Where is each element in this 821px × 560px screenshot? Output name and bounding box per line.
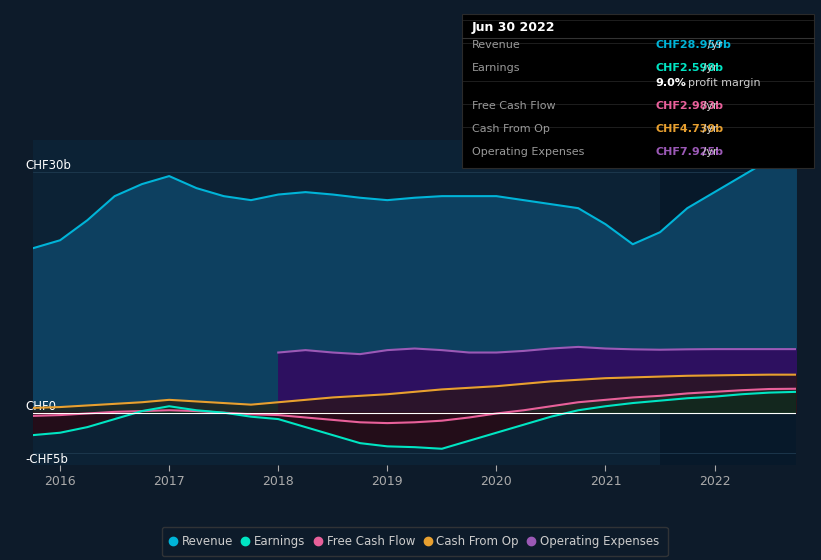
Legend: Revenue, Earnings, Free Cash Flow, Cash From Op, Operating Expenses: Revenue, Earnings, Free Cash Flow, Cash … xyxy=(162,527,667,556)
Text: /yr: /yr xyxy=(699,63,718,73)
Text: Jun 30 2022: Jun 30 2022 xyxy=(472,21,556,34)
Text: Earnings: Earnings xyxy=(472,63,521,73)
Text: -CHF5b: -CHF5b xyxy=(25,453,68,466)
Text: Free Cash Flow: Free Cash Flow xyxy=(472,101,556,111)
Text: CHF4.739b: CHF4.739b xyxy=(655,124,723,134)
Text: 9.0%: 9.0% xyxy=(655,78,686,88)
Text: CHF7.925b: CHF7.925b xyxy=(655,147,723,157)
Text: Operating Expenses: Operating Expenses xyxy=(472,147,585,157)
Text: Cash From Op: Cash From Op xyxy=(472,124,550,134)
Text: /yr: /yr xyxy=(699,101,718,111)
Text: CHF2.983b: CHF2.983b xyxy=(655,101,723,111)
Text: Revenue: Revenue xyxy=(472,40,521,50)
Text: /yr: /yr xyxy=(704,40,723,50)
Text: CHF0: CHF0 xyxy=(25,400,56,413)
Text: CHF2.598b: CHF2.598b xyxy=(655,63,723,73)
Text: /yr: /yr xyxy=(699,124,718,134)
Bar xyxy=(660,140,796,465)
Text: CHF28.959b: CHF28.959b xyxy=(655,40,731,50)
Text: /yr: /yr xyxy=(699,147,718,157)
Text: profit margin: profit margin xyxy=(688,78,760,88)
Text: CHF30b: CHF30b xyxy=(25,159,71,172)
